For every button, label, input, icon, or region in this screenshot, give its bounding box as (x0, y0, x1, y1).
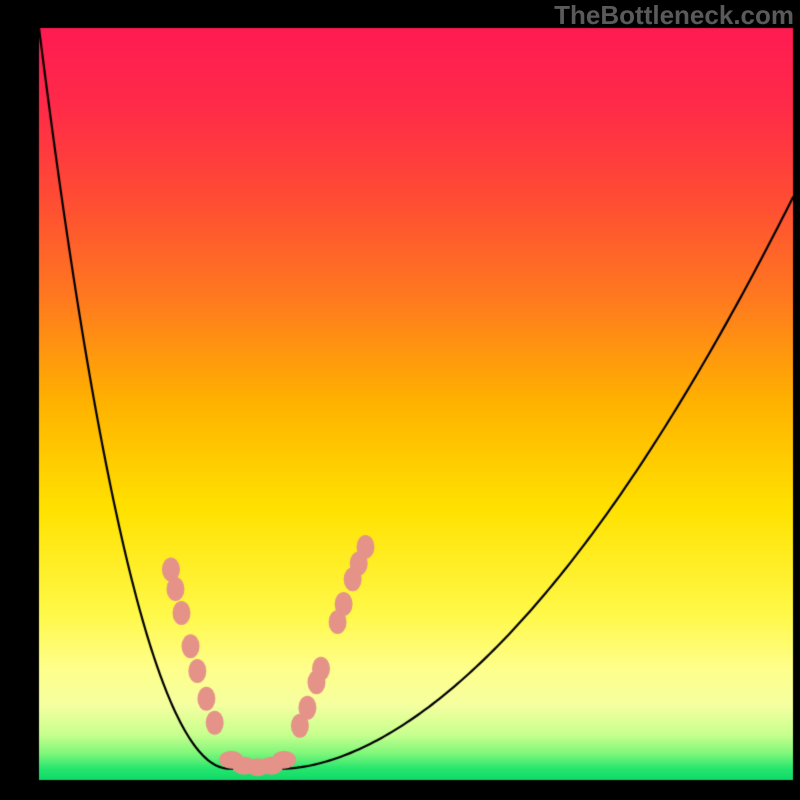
chart-stage: TheBottleneck.com (0, 0, 800, 800)
bottleneck-chart (0, 0, 800, 800)
